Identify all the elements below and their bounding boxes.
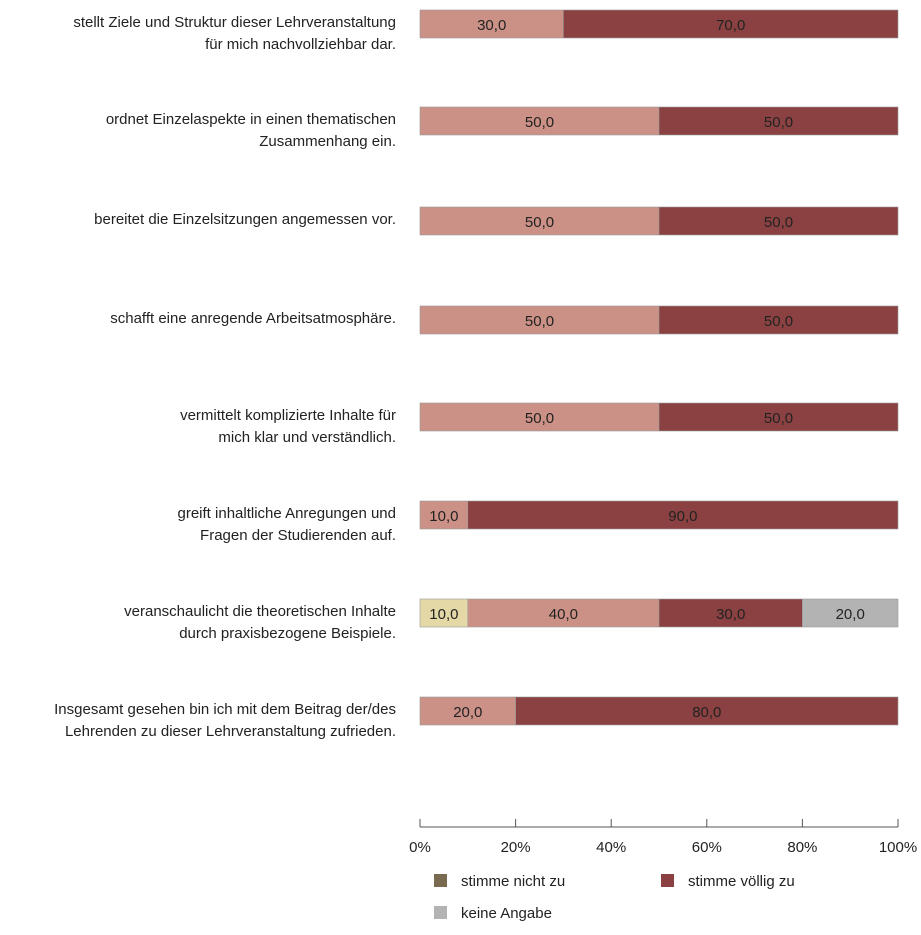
legend-label: keine Angabe: [461, 905, 552, 922]
data-label: 70,0: [716, 17, 745, 34]
legend-label: stimme völlig zu: [688, 873, 795, 890]
category-label-line: Fragen der Studierenden auf.: [200, 527, 396, 544]
x-tick-label: 0%: [409, 839, 431, 856]
category-label: ordnet Einzelaspekte in einen thematisch…: [106, 111, 396, 150]
x-tick-label: 80%: [787, 839, 817, 856]
data-label: 50,0: [525, 313, 554, 330]
legend-label: stimme nicht zu: [461, 873, 565, 890]
data-label: 50,0: [764, 410, 793, 427]
x-tick-label: 20%: [501, 839, 531, 856]
data-label: 50,0: [525, 114, 554, 131]
data-label: 50,0: [525, 410, 554, 427]
x-tick-label: 100%: [879, 839, 917, 856]
data-label: 30,0: [716, 606, 745, 623]
data-label: 90,0: [668, 508, 697, 525]
data-label: 20,0: [453, 704, 482, 721]
legend-swatch: [434, 906, 447, 919]
data-label: 20,0: [836, 606, 865, 623]
data-label: 50,0: [764, 313, 793, 330]
category-label-line: Lehrenden zu dieser Lehrveranstaltung zu…: [65, 723, 396, 740]
data-label: 50,0: [525, 214, 554, 231]
category-label-line: schafft eine anregende Arbeitsatmosphäre…: [110, 310, 396, 327]
category-label-line: für mich nachvollziehbar dar.: [205, 36, 396, 53]
x-tick-label: 40%: [596, 839, 626, 856]
category-label: bereitet die Einzelsitzungen angemessen …: [94, 211, 396, 228]
category-label-line: durch praxisbezogene Beispiele.: [179, 625, 396, 642]
category-label: vermittelt komplizierte Inhalte für mich …: [180, 407, 396, 446]
category-label-line: ordnet Einzelaspekte in einen thematisch…: [106, 111, 396, 128]
legend-swatch: [661, 874, 674, 887]
category-label-line: mich klar und verständlich.: [218, 429, 396, 446]
category-label-line: Insgesamt gesehen bin ich mit dem Beitra…: [54, 701, 396, 718]
x-tick-label: 60%: [692, 839, 722, 856]
bars: [420, 10, 898, 725]
data-label: 50,0: [764, 114, 793, 131]
category-label: greift inhaltliche Anregungen und Fragen …: [178, 505, 397, 544]
x-axis: 0% 20% 40% 60% 80% 100%: [409, 819, 917, 856]
category-label: veranschaulicht die theoretischen Inhalt…: [124, 603, 396, 642]
category-label: schafft eine anregende Arbeitsatmosphäre…: [110, 310, 396, 327]
category-label: stellt Ziele und Struktur dieser Lehrver…: [73, 14, 396, 53]
category-label-line: Zusammenhang ein.: [259, 133, 396, 150]
category-label-line: bereitet die Einzelsitzungen angemessen …: [94, 211, 396, 228]
data-label: 10,0: [429, 508, 458, 525]
data-label: 80,0: [692, 704, 721, 721]
category-label-line: stellt Ziele und Struktur dieser Lehrver…: [73, 14, 396, 31]
data-label: 40,0: [549, 606, 578, 623]
category-labels: stellt Ziele und Struktur dieser Lehrver…: [54, 14, 396, 740]
category-label-line: veranschaulicht die theoretischen Inhalt…: [124, 603, 396, 620]
category-label: Insgesamt gesehen bin ich mit dem Beitra…: [54, 701, 396, 740]
data-label: 10,0: [429, 606, 458, 623]
legend: stimme nicht zu stimme völlig zu keine Ang…: [434, 873, 795, 922]
legend-swatch: [434, 874, 447, 887]
category-label-line: vermittelt komplizierte Inhalte für: [180, 407, 396, 424]
data-label: 30,0: [477, 17, 506, 34]
data-label: 50,0: [764, 214, 793, 231]
category-label-line: greift inhaltliche Anregungen und: [178, 505, 397, 522]
